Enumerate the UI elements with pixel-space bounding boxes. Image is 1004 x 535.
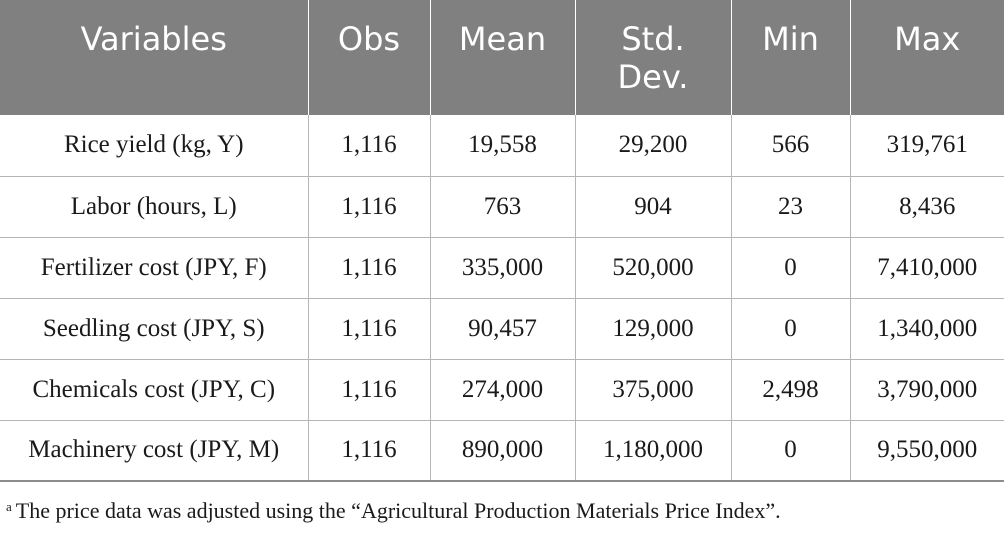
cell-mean: 890,000 [429,420,575,482]
cell-obs: 1,116 [307,115,430,177]
cell-max: 8,436 [849,176,1004,238]
cell-max: 3,790,000 [849,359,1004,421]
cell-min: 566 [730,115,850,177]
cell-min: 2,498 [730,359,850,421]
cell-sd: 904 [574,176,731,238]
cell-variable: Seedling cost (JPY, S) [0,298,308,360]
cell-sd: 1,180,000 [574,420,731,482]
header-min: Min [730,0,850,115]
cell-min: 0 [730,420,850,482]
cell-variable: Chemicals cost (JPY, C) [0,359,308,421]
table-row: Chemicals cost (JPY, C) 1,116 274,000 37… [0,359,1004,421]
footnote-text: The price data was adjusted using the “A… [15,498,781,523]
cell-max: 9,550,000 [849,420,1004,482]
cell-max: 319,761 [849,115,1004,177]
header-obs: Obs [307,0,430,115]
cell-min: 0 [730,237,850,299]
cell-obs: 1,116 [307,420,430,482]
cell-max: 7,410,000 [849,237,1004,299]
cell-obs: 1,116 [307,359,430,421]
cell-obs: 1,116 [307,237,430,299]
cell-variable: Rice yield (kg, Y) [0,115,308,177]
table-row: Labor (hours, L) 1,116 763 904 23 8,436 [0,176,1004,238]
header-variables: Variables [0,0,308,115]
cell-mean: 763 [429,176,575,238]
header-row: Variables Obs Mean Std. Dev. Min Max [0,0,1004,115]
cell-max: 1,340,000 [849,298,1004,360]
cell-sd: 375,000 [574,359,731,421]
header-mean: Mean [429,0,575,115]
cell-variable: Fertilizer cost (JPY, F) [0,237,308,299]
footnote-marker: a [6,499,12,514]
header-std-dev: Std. Dev. [574,0,731,115]
cell-obs: 1,116 [307,298,430,360]
header-max: Max [849,0,1004,115]
table-footnote: a The price data was adjusted using the “… [6,498,781,524]
cell-mean: 19,558 [429,115,575,177]
cell-sd: 520,000 [574,237,731,299]
cell-min: 0 [730,298,850,360]
cell-obs: 1,116 [307,176,430,238]
table-row: Rice yield (kg, Y) 1,116 19,558 29,200 5… [0,115,1004,177]
table-row: Fertilizer cost (JPY, F) 1,116 335,000 5… [0,237,1004,299]
cell-mean: 335,000 [429,237,575,299]
table-row: Machinery cost (JPY, M) 1,116 890,000 1,… [0,420,1004,482]
cell-variable: Machinery cost (JPY, M) [0,420,308,482]
summary-statistics-table: Variables Obs Mean Std. Dev. Min Max [0,0,1004,482]
table-row: Seedling cost (JPY, S) 1,116 90,457 129,… [0,298,1004,360]
cell-sd: 29,200 [574,115,731,177]
cell-mean: 274,000 [429,359,575,421]
cell-mean: 90,457 [429,298,575,360]
cell-sd: 129,000 [574,298,731,360]
cell-min: 23 [730,176,850,238]
cell-variable: Labor (hours, L) [0,176,308,238]
